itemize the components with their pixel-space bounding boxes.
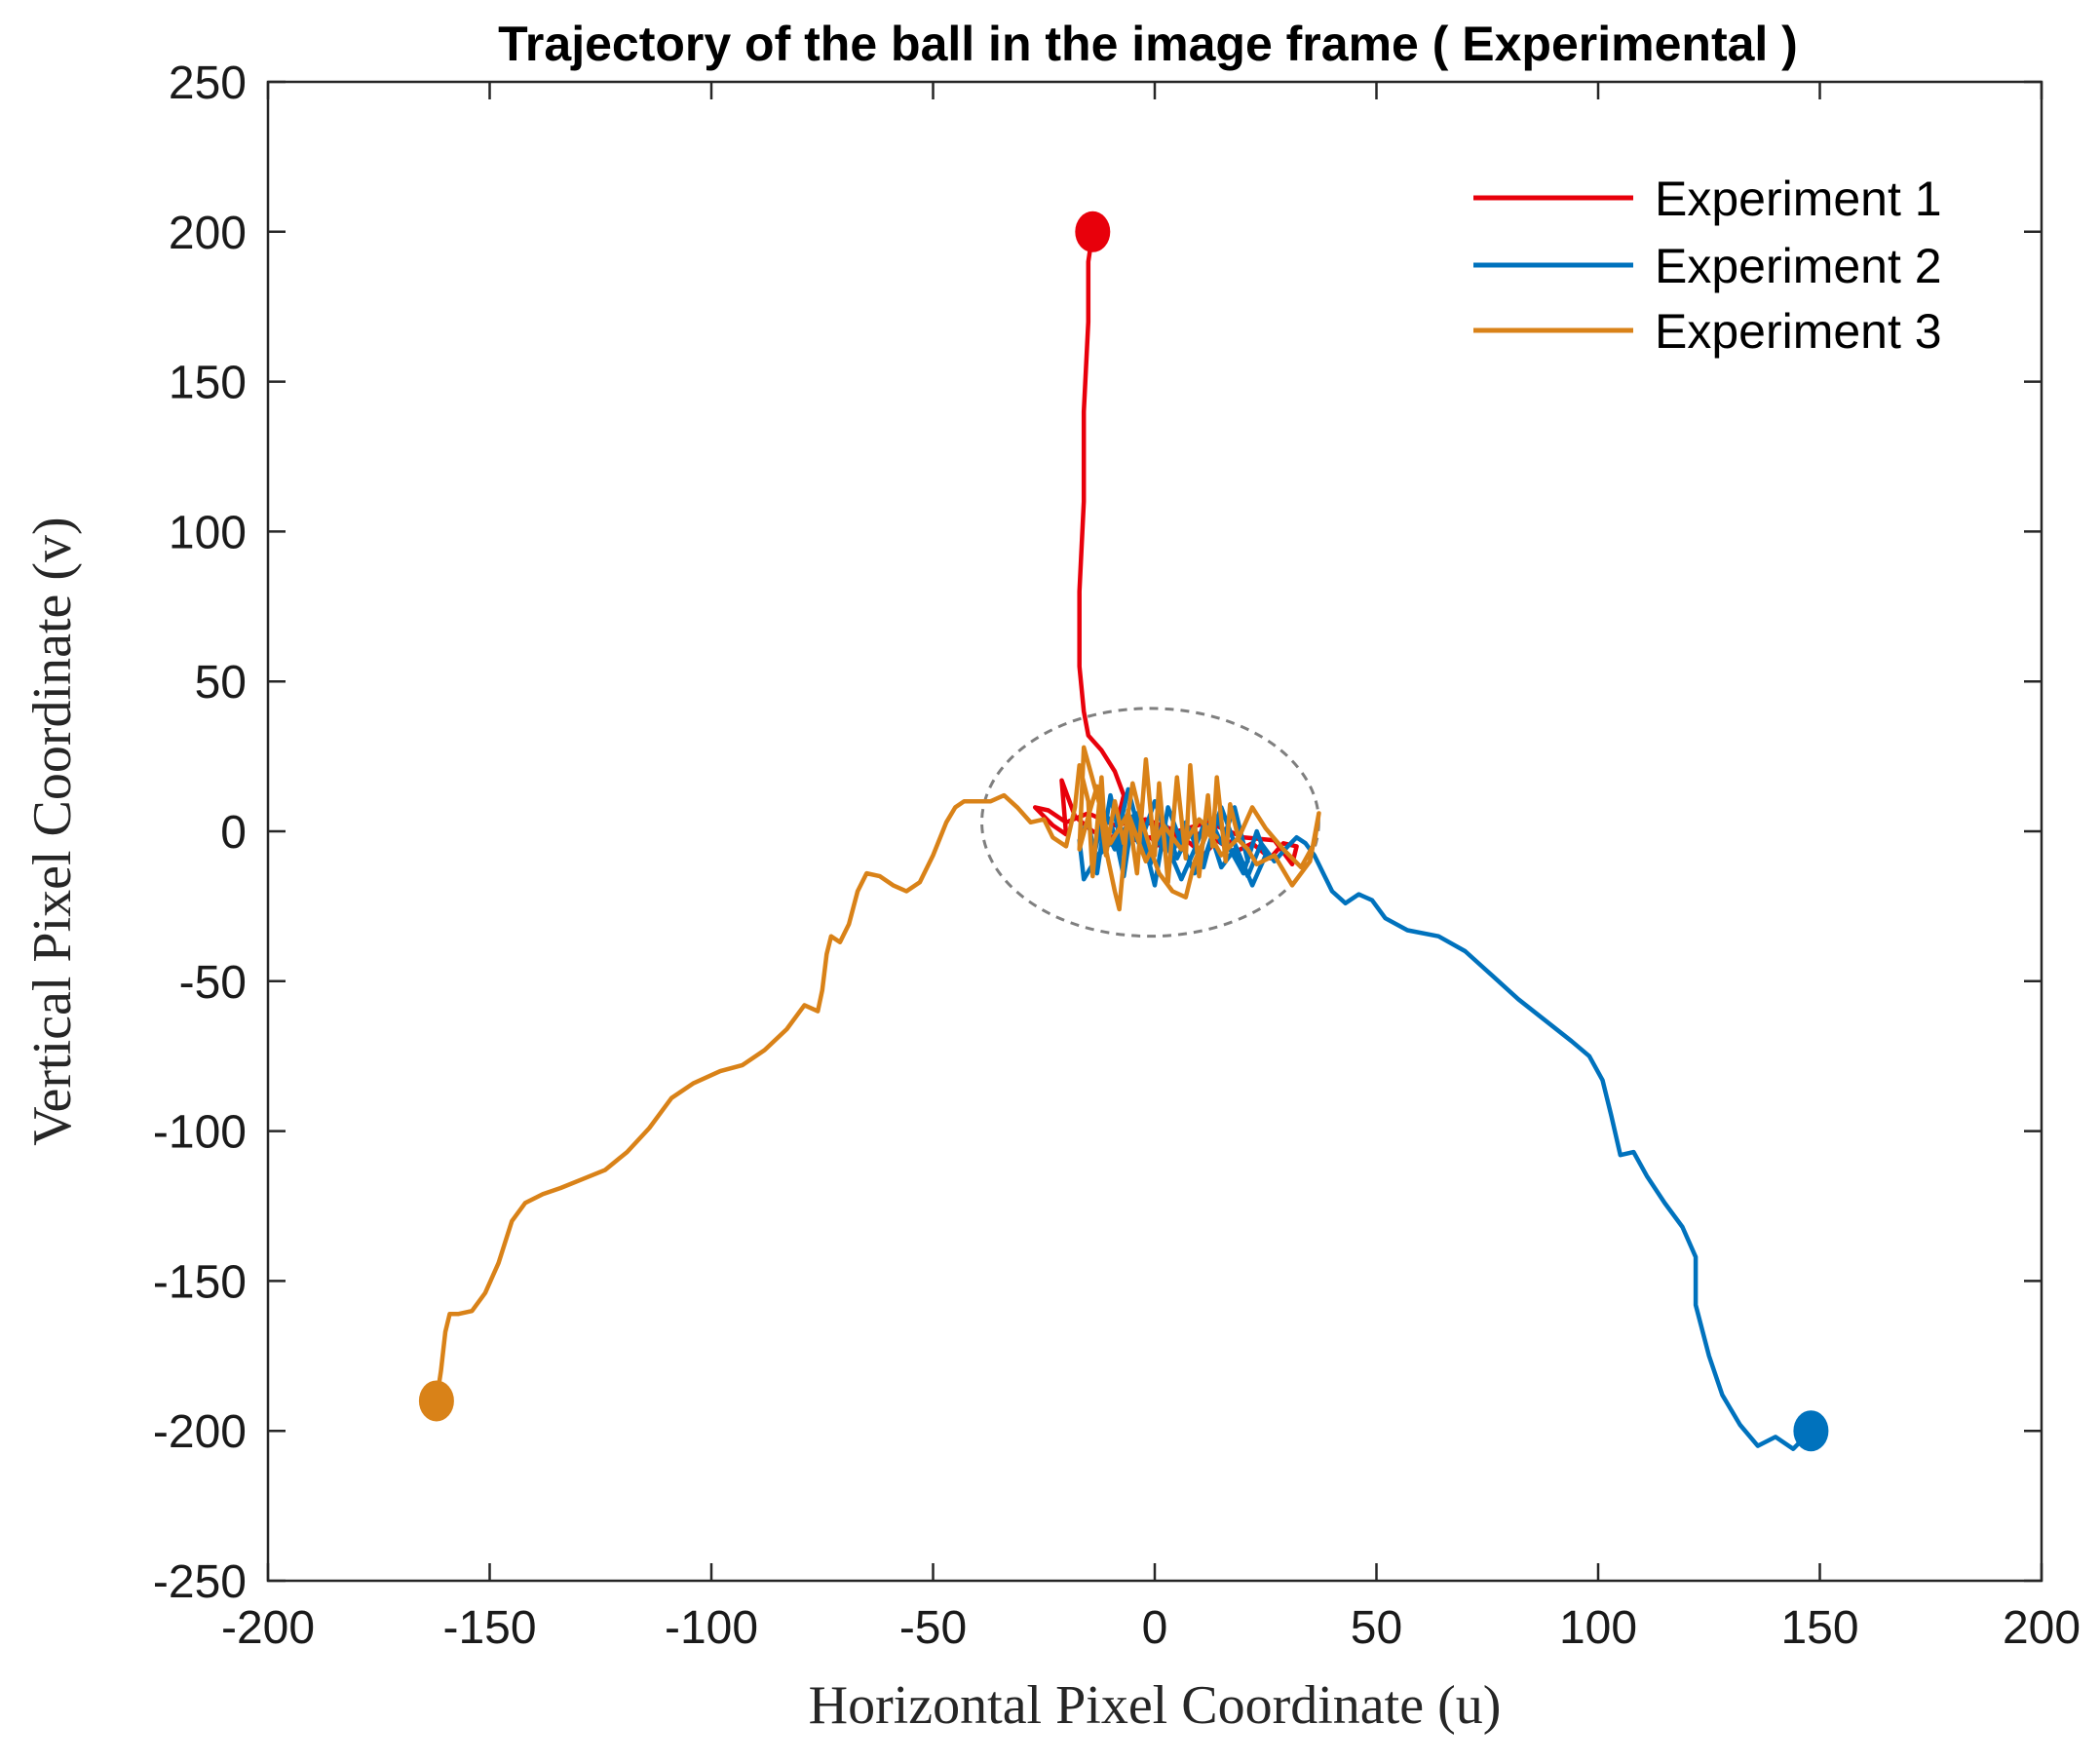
x-tick-label-150: 150 bbox=[1780, 1602, 1858, 1654]
legend-label-experiment-1: Experiment 1 bbox=[1655, 172, 1942, 226]
x-tick-label-0: 0 bbox=[1142, 1602, 1168, 1654]
start-marker-experiment-3 bbox=[418, 1380, 454, 1422]
x-tick-label-100: 100 bbox=[1559, 1602, 1637, 1654]
start-marker-experiment-1 bbox=[1075, 211, 1111, 252]
x-tick-label-100: -100 bbox=[665, 1602, 758, 1654]
y-tick-label-100: -100 bbox=[153, 1107, 247, 1159]
x-tick-label-50: -50 bbox=[899, 1602, 967, 1654]
ticks-layer: -200 -150 -100 -50 0 50 100 150 200-250-200-150-… bbox=[153, 57, 2081, 1654]
y-tick-label-250: -250 bbox=[153, 1556, 247, 1608]
y-tick-label-200: 200 bbox=[169, 208, 247, 259]
y-tick-label-150: 150 bbox=[169, 358, 247, 409]
data-layer bbox=[418, 211, 1829, 1452]
y-tick-label-200: -200 bbox=[153, 1406, 247, 1458]
chart-title: Trajectory of the ball in the image fram… bbox=[498, 17, 1798, 71]
y-tick-label-250: 250 bbox=[169, 57, 247, 109]
legend-label-experiment-3: Experiment 3 bbox=[1655, 304, 1942, 359]
x-tick-label-200: 200 bbox=[2003, 1602, 2081, 1654]
x-tick-label-150: -150 bbox=[442, 1602, 536, 1654]
x-tick-label-200: -200 bbox=[221, 1602, 315, 1654]
y-axis-label: Vertical Pixel Coordinate (v) bbox=[22, 517, 83, 1145]
y-tick-label-100: 100 bbox=[169, 507, 247, 558]
y-tick-label-50: 50 bbox=[195, 657, 247, 709]
start-marker-experiment-2 bbox=[1793, 1410, 1829, 1452]
legend: Experiment 1 Experiment 2 Experiment 3 bbox=[1473, 172, 1942, 359]
x-axis-label: Horizontal Pixel Coordinate (u) bbox=[809, 1675, 1502, 1736]
series-line-experiment-3 bbox=[434, 745, 1321, 1403]
legend-label-experiment-2: Experiment 2 bbox=[1655, 239, 1942, 293]
y-tick-label-150: -150 bbox=[153, 1256, 247, 1308]
y-tick-label-0: 0 bbox=[220, 807, 247, 859]
x-tick-label-50: 50 bbox=[1351, 1602, 1402, 1654]
y-tick-label-50: -50 bbox=[179, 957, 247, 1009]
